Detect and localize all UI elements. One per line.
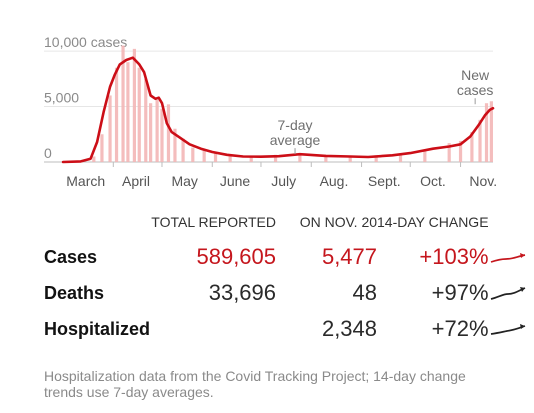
bar-new-cases	[423, 149, 427, 162]
bar-new-cases	[108, 95, 112, 162]
bar-new-cases	[249, 156, 253, 162]
row-cases: Cases 589,605 5,477 +103%	[44, 239, 533, 275]
change-value: +72%	[431, 316, 489, 341]
header-14-day-change: 14-DAY CHANGE	[377, 214, 489, 230]
bar-new-cases	[137, 67, 141, 162]
bar-new-cases	[100, 134, 104, 162]
bar-new-cases	[132, 48, 136, 162]
bar-new-cases	[458, 140, 463, 162]
x-tick-label: June	[220, 173, 251, 189]
annotation-label: cases	[457, 82, 494, 98]
header-blank	[44, 214, 150, 239]
x-tick-label: Oct.	[420, 173, 446, 189]
bar-new-cases	[228, 155, 232, 162]
annotation-label: average	[270, 132, 321, 148]
y-tick-label: 0	[44, 145, 52, 161]
bar-new-cases	[92, 156, 96, 162]
bar-new-cases	[114, 67, 119, 162]
bar-new-cases	[374, 155, 378, 162]
bar-new-cases	[489, 101, 493, 162]
annotation-label: 7-day	[278, 117, 313, 133]
total-reported-value: 589,605	[196, 244, 277, 269]
bar-new-cases	[470, 132, 474, 162]
trend-arrow-icon	[489, 311, 533, 347]
bar-new-cases	[478, 119, 482, 162]
x-tick-label: March	[66, 173, 105, 189]
bar-new-cases	[191, 147, 195, 162]
row-label: Deaths	[44, 282, 105, 303]
trend-arrow-icon	[489, 239, 533, 275]
bar-new-cases	[173, 128, 177, 162]
on-date-value: 48	[352, 280, 378, 305]
bar-new-cases	[160, 108, 164, 162]
total-reported-value: 33,696	[208, 280, 277, 305]
bar-new-cases	[166, 104, 171, 162]
bar-new-cases	[348, 156, 352, 162]
bar-new-cases	[149, 103, 153, 162]
row-label: Hospitalized	[44, 318, 151, 339]
bar-new-cases	[126, 62, 130, 162]
bar-new-cases	[324, 155, 328, 162]
bar-new-cases	[213, 153, 218, 162]
bar-new-cases	[202, 149, 206, 162]
line-7-day-average	[61, 56, 495, 164]
x-tick-label: July	[271, 173, 296, 189]
bar-new-cases	[398, 154, 403, 162]
header-on-date: ON NOV. 20	[299, 214, 378, 230]
change-value: +103%	[419, 244, 489, 269]
annotation-label: New	[461, 67, 490, 83]
bar-new-cases	[298, 154, 302, 162]
bar-new-cases	[121, 45, 125, 162]
bar-new-cases	[181, 138, 185, 162]
bar-new-cases	[447, 143, 451, 162]
bar-new-cases	[155, 99, 159, 162]
x-tick-label: May	[171, 173, 197, 189]
header-trend	[489, 214, 533, 239]
on-date-value: 2,348	[321, 316, 378, 341]
x-tick-label: Sept.	[368, 173, 401, 189]
bar-new-cases	[484, 103, 489, 162]
change-value: +97%	[431, 280, 489, 305]
stats-header-row: TOTAL REPORTED ON NOV. 20 14-DAY CHANGE	[44, 214, 533, 239]
y-tick-label: 10,000 cases	[44, 34, 127, 50]
row-deaths: Deaths 33,696 48 +97%	[44, 275, 533, 311]
row-label: Cases	[44, 246, 98, 267]
x-tick-label: Nov.	[469, 173, 497, 189]
header-total-reported: TOTAL REPORTED	[151, 214, 277, 230]
stats-table: TOTAL REPORTED ON NOV. 20 14-DAY CHANGE …	[44, 214, 533, 347]
bar-new-cases	[273, 154, 278, 162]
row-hospitalized: Hospitalized 2,348 +72%	[44, 311, 533, 347]
total-reported-value	[150, 311, 276, 347]
footnote: Hospitalization data from the Covid Trac…	[44, 368, 466, 400]
x-tick-label: April	[122, 173, 150, 189]
trend-arrow-icon	[489, 275, 533, 311]
x-tick-label: Aug.	[320, 173, 349, 189]
y-tick-label: 5,000	[44, 90, 79, 106]
bar-new-cases	[144, 78, 148, 162]
cases-chart: 0 5,000 10,000 cases March April May June July A…	[44, 34, 497, 189]
on-date-value: 5,477	[321, 244, 378, 269]
